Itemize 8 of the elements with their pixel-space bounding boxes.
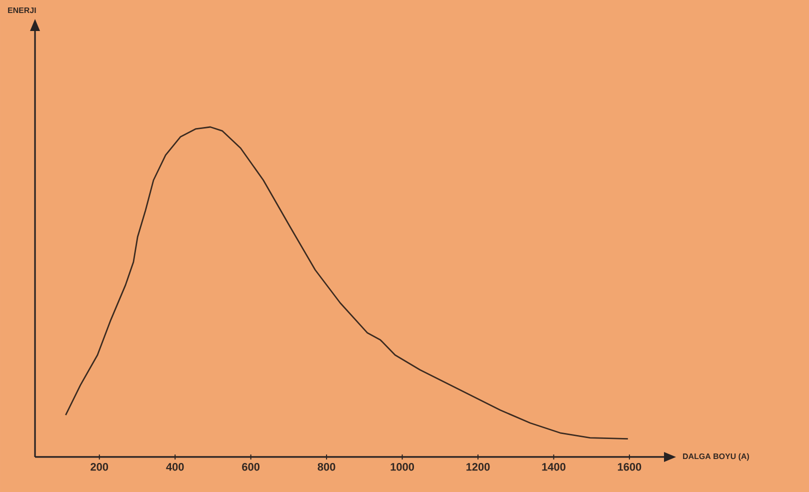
x-tick-label: 800 [318,463,336,471]
x-tick-label: 1600 [618,463,642,471]
x-tick-label: 600 [242,463,260,471]
x-tick-label: 1400 [542,463,566,471]
x-tick-label: 400 [166,463,184,471]
x-tick-label: 1200 [466,463,490,471]
x-tick-label: 1000 [390,463,414,471]
x-tick-label: 200 [90,463,108,471]
